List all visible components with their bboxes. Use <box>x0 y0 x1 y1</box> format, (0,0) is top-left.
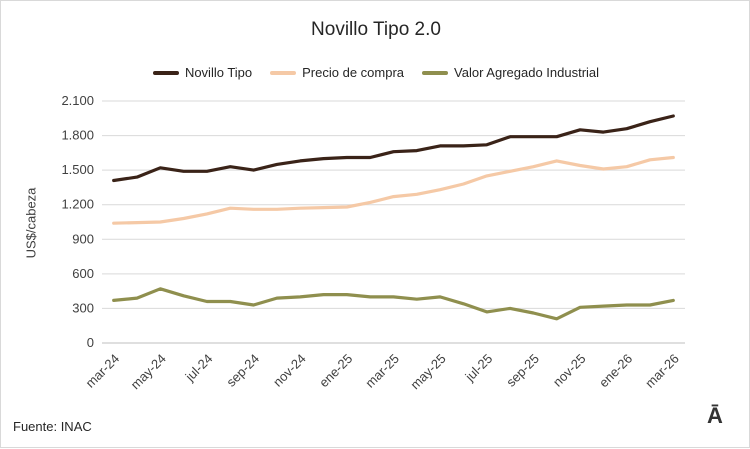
series-line-valor-agregado-industrial <box>112 287 675 321</box>
x-tick-label-mar-25: mar-25 <box>362 351 402 391</box>
y-tick-label-1800: 1.800 <box>61 128 94 143</box>
legend-item-precio-de-compra: Precio de compra <box>270 65 404 80</box>
series-line-precio-de-compra <box>112 155 675 225</box>
x-tick-label-may-24: may-24 <box>128 351 169 392</box>
legend-item-novillo-tipo: Novillo Tipo <box>152 65 253 80</box>
x-tick-label-mar-24: mar-24 <box>82 351 122 391</box>
legend-item-valor-agregado: Valor Agregado Industrial <box>422 65 599 80</box>
y-tick-label-2100: 2.100 <box>61 93 94 108</box>
brand-mark: Ā <box>707 403 723 428</box>
x-tick-label-may-25: may-25 <box>407 351 448 392</box>
legend-label-precio-de-compra: Precio de compra <box>302 65 405 80</box>
legend-swatch-novillo-tipo <box>152 70 179 75</box>
chart-legend: Novillo Tipo Precio de compra Valor Agre… <box>1 65 750 80</box>
series-line-novillo-tipo <box>112 114 675 183</box>
y-tick-label-300: 300 <box>72 300 94 315</box>
legend-swatch-valor-agregado <box>422 70 449 75</box>
legend-label-valor-agregado: Valor Agregado Industrial <box>454 65 600 80</box>
y-tick-label-0: 0 <box>87 335 94 350</box>
x-tick-label-mar-26: mar-26 <box>642 351 682 391</box>
legend-swatch-precio-de-compra <box>270 70 297 75</box>
x-tick-label-sep-25: sep-25 <box>503 351 542 390</box>
x-tick-label-nov-25: nov-25 <box>550 351 589 390</box>
x-tick-label-jul-24: jul-24 <box>182 351 216 385</box>
x-tick-label-ene-26: ene-26 <box>596 351 635 390</box>
chart-title: Novillo Tipo 2.0 <box>311 19 441 40</box>
y-tick-label-900: 900 <box>72 231 94 246</box>
x-tick-label-ene-25: ene-25 <box>316 351 355 390</box>
y-tick-label-1200: 1.200 <box>61 197 94 212</box>
y-tick-label-600: 600 <box>72 266 94 281</box>
legend-label-novillo-tipo: Novillo Tipo <box>184 65 253 80</box>
x-tick-label-sep-24: sep-24 <box>223 351 262 390</box>
x-tick-label-jul-25: jul-25 <box>462 351 496 385</box>
y-tick-label-1500: 1.500 <box>61 162 94 177</box>
source-note: Fuente: INAC <box>13 419 92 434</box>
x-tick-label-nov-24: nov-24 <box>270 351 309 390</box>
